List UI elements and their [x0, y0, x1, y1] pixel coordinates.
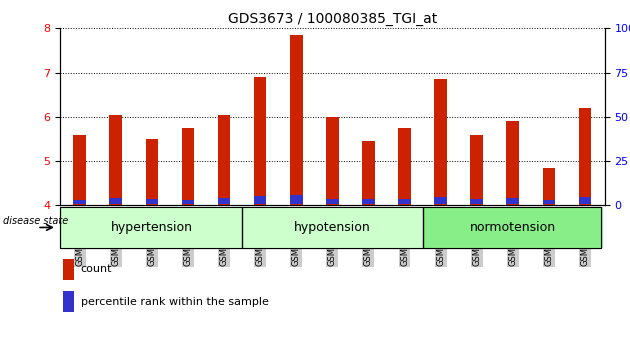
Bar: [290, 195, 302, 204]
Bar: [471, 199, 483, 204]
Bar: [146, 199, 158, 204]
Bar: [110, 198, 122, 204]
Bar: [398, 199, 411, 204]
Bar: [578, 198, 592, 204]
Text: disease state: disease state: [3, 216, 68, 226]
Bar: [146, 139, 158, 205]
Bar: [423, 207, 603, 248]
Bar: [73, 135, 86, 205]
Text: count: count: [81, 264, 112, 274]
Text: hypertension: hypertension: [111, 221, 193, 234]
Bar: [578, 108, 592, 205]
Bar: [362, 141, 375, 205]
Bar: [471, 135, 483, 205]
Bar: [362, 199, 375, 204]
Bar: [218, 198, 231, 204]
Bar: [326, 117, 339, 205]
Bar: [181, 128, 194, 205]
Bar: [398, 128, 411, 205]
Bar: [62, 207, 242, 248]
Text: percentile rank within the sample: percentile rank within the sample: [81, 297, 269, 307]
Title: GDS3673 / 100080385_TGI_at: GDS3673 / 100080385_TGI_at: [227, 12, 437, 26]
Bar: [63, 291, 74, 312]
Bar: [507, 121, 519, 205]
Bar: [110, 115, 122, 205]
Bar: [507, 198, 519, 204]
Bar: [242, 207, 423, 248]
Text: hypotension: hypotension: [294, 221, 370, 234]
Bar: [290, 35, 302, 205]
Bar: [434, 79, 447, 205]
Text: normotension: normotension: [470, 221, 556, 234]
Bar: [254, 77, 266, 205]
Bar: [181, 200, 194, 204]
Bar: [542, 200, 555, 204]
Bar: [73, 200, 86, 204]
Bar: [326, 199, 339, 204]
Bar: [218, 115, 231, 205]
Bar: [434, 198, 447, 204]
Bar: [254, 196, 266, 204]
Bar: [542, 168, 555, 205]
Bar: [63, 259, 74, 280]
